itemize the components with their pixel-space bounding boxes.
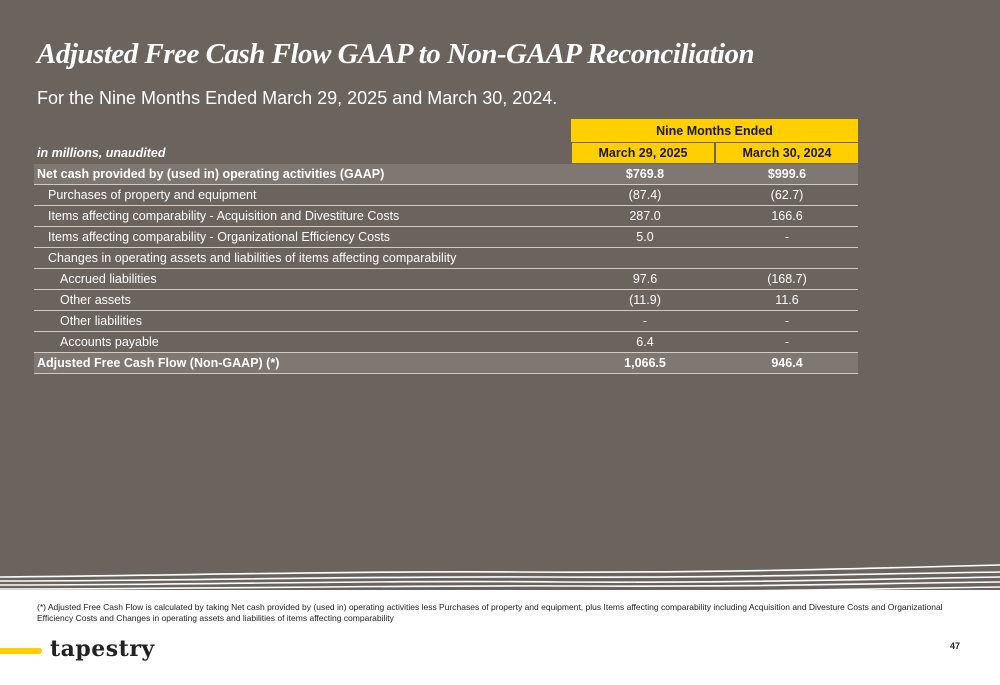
table-row: Items affecting comparability - Organiza… <box>34 227 858 248</box>
row-label: Purchases of property and equipment <box>48 188 257 202</box>
logo-accent-bar <box>0 648 42 654</box>
table-row: Other assets (11.9) 11.6 <box>34 290 858 311</box>
slide-background <box>0 0 1000 590</box>
table-body: Net cash provided by (used in) operating… <box>34 164 858 374</box>
group-header: Nine Months Ended <box>571 119 858 142</box>
value-2025: $769.8 <box>625 167 665 181</box>
table-row: Other liabilities - - <box>34 311 858 332</box>
row-label: Items affecting comparability - Organiza… <box>48 230 391 244</box>
row-label: Adjusted Free Cash Flow (Non-GAAP) (*) <box>37 356 280 370</box>
row-label: Accounts payable <box>60 335 159 349</box>
table-row: Net cash provided by (used in) operating… <box>34 164 858 185</box>
value-2025: 1,066.5 <box>624 356 666 370</box>
row-label: Net cash provided by (used in) operating… <box>37 167 385 181</box>
table-row: Accounts payable 6.4 - <box>34 332 858 353</box>
value-2025: - <box>642 314 648 328</box>
value-2025: 97.6 <box>632 272 658 286</box>
value-2024: - <box>784 230 790 244</box>
row-label: Other liabilities <box>60 314 142 328</box>
value-2024: $999.6 <box>767 167 807 181</box>
value-2025: (11.9) <box>629 293 661 307</box>
row-label: Changes in operating assets and liabilit… <box>48 251 457 265</box>
column-header-2024: March 30, 2024 <box>716 143 858 163</box>
value-2024: - <box>784 335 790 349</box>
row-label: Items affecting comparability - Acquisit… <box>48 209 400 223</box>
value-2024: 11.6 <box>775 293 799 307</box>
table-row: Changes in operating assets and liabilit… <box>34 248 858 269</box>
value-2025: 287.0 <box>629 209 661 223</box>
company-logo: tapestry <box>50 636 155 662</box>
value-2024: - <box>784 314 790 328</box>
column-header-2025: March 29, 2025 <box>572 143 716 163</box>
row-label: Accrued liabilities <box>60 272 157 286</box>
value-2024: 946.4 <box>771 356 803 370</box>
value-2025: (87.4) <box>628 188 662 202</box>
table-row: Purchases of property and equipment (87.4… <box>34 185 858 206</box>
footnote: (*) Adjusted Free Cash Flow is calculate… <box>37 602 943 623</box>
table-row: Adjusted Free Cash Flow (Non-GAAP) (*) 1,… <box>34 353 858 374</box>
value-2024: (62.7) <box>770 188 804 202</box>
row-label: Other assets <box>60 293 131 307</box>
table-row: Accrued liabilities 97.6 (168.7) <box>34 269 858 290</box>
value-2025: 6.4 <box>636 335 654 349</box>
table-column-header-row: in millions, unaudited March 29, 2025 Ma… <box>34 142 858 164</box>
reconciliation-table: Nine Months Ended in millions, unaudited… <box>34 119 858 374</box>
decorative-wave-lines <box>0 564 1000 594</box>
units-label: in millions, unaudited <box>37 146 166 160</box>
page-subtitle: For the Nine Months Ended March 29, 2025… <box>37 88 558 108</box>
value-2024: 166.6 <box>771 209 803 223</box>
table-row: Items affecting comparability - Acquisit… <box>34 206 858 227</box>
value-2024: (168.7) <box>767 272 807 286</box>
value-2025: 5.0 <box>636 230 654 244</box>
page-number: 47 <box>950 641 961 651</box>
page-title: Adjusted Free Cash Flow GAAP to Non-GAAP… <box>37 38 755 70</box>
table-group-header-row: Nine Months Ended <box>34 119 858 142</box>
